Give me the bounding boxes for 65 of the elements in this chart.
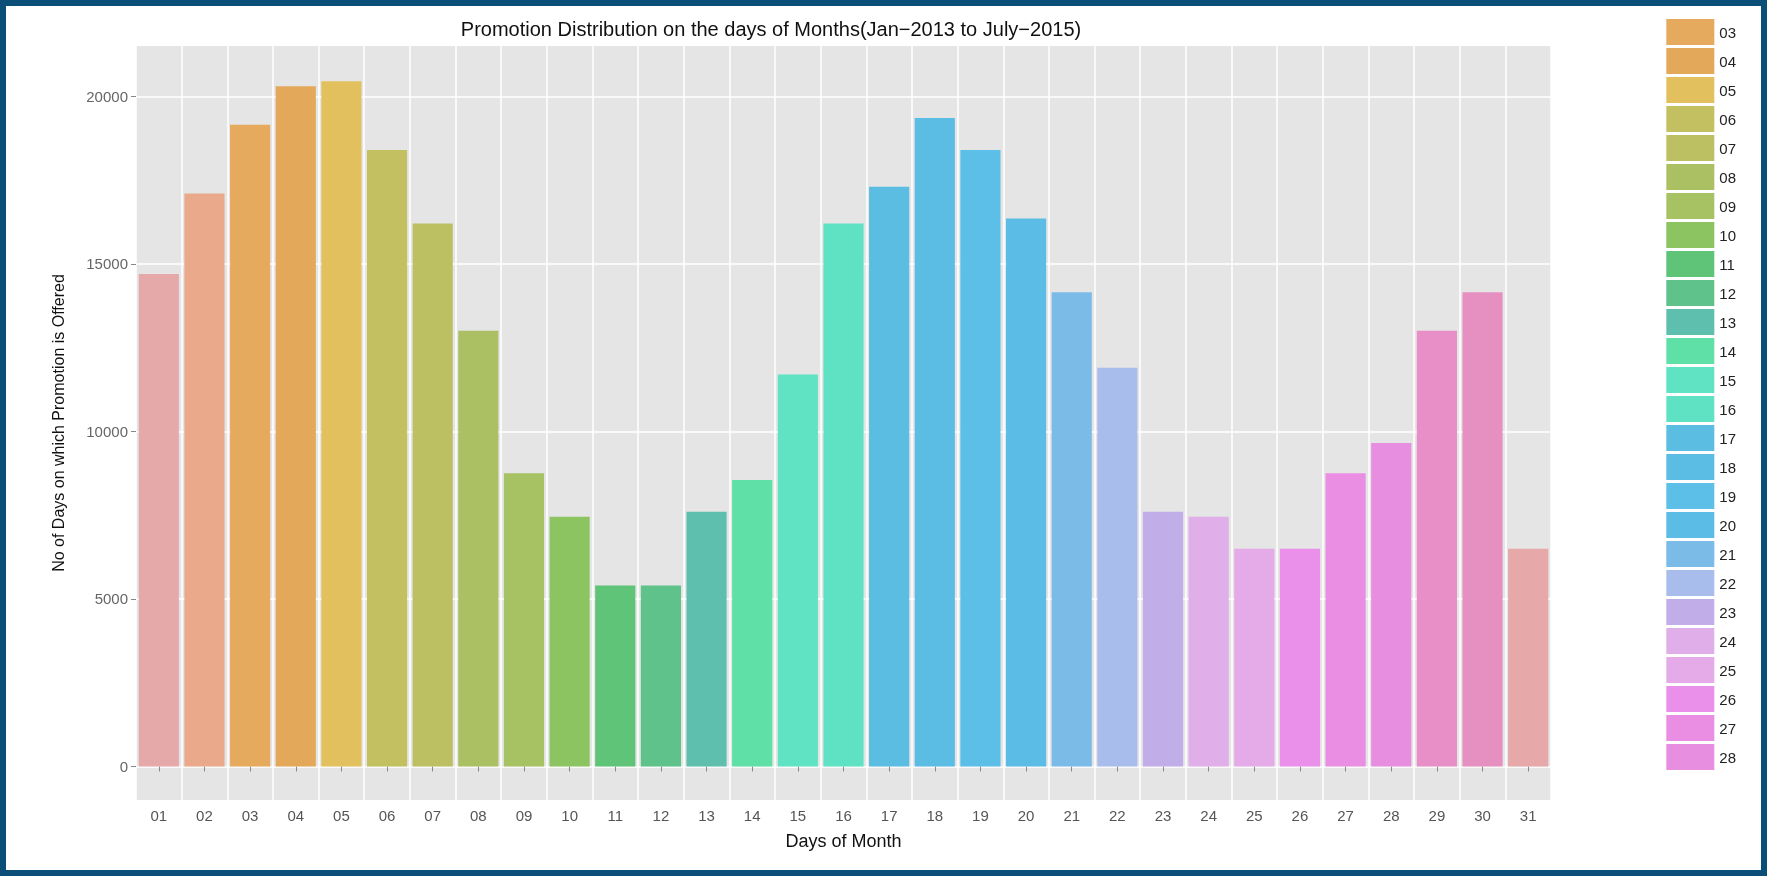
x-tick-label: 05 — [333, 807, 350, 824]
legend-label: 22 — [1719, 574, 1736, 592]
x-tick-label: 23 — [1154, 807, 1172, 824]
x-tick-label: 06 — [378, 807, 396, 824]
legend-label: 15 — [1719, 371, 1736, 389]
x-tick-label: 11 — [607, 807, 624, 824]
x-tick-label: 04 — [287, 807, 305, 824]
legend-label: 07 — [1719, 139, 1736, 157]
x-tick-label: 03 — [241, 807, 259, 824]
x-tick-label: 13 — [698, 807, 715, 824]
x-tick-label: 10 — [561, 807, 578, 824]
x-tick-label: 18 — [926, 807, 944, 824]
x-tick-label: 27 — [1337, 807, 1354, 824]
x-tick-label: 21 — [1063, 807, 1081, 824]
chart-title: Promotion Distribution on the days of Months(Jan−2013 to July−2015) — [460, 18, 1082, 40]
x-tick-label: 17 — [880, 807, 898, 824]
legend-label: 28 — [1719, 748, 1736, 766]
x-tick-label: 28 — [1382, 807, 1400, 824]
legend-label: 25 — [1719, 661, 1736, 679]
legend-label: 13 — [1719, 313, 1736, 331]
x-tick-label: 07 — [424, 807, 442, 824]
legend-label: 06 — [1719, 110, 1736, 128]
y-tick-label: 20000 — [86, 87, 128, 105]
x-tick-label: 08 — [469, 807, 487, 824]
x-tick-label: 31 — [1519, 807, 1537, 824]
legend-label: 26 — [1719, 690, 1736, 708]
x-tick-label: 30 — [1474, 807, 1491, 824]
y-tick-label: 10000 — [86, 422, 128, 440]
legend-label: 20 — [1719, 516, 1736, 534]
x-tick-label: 01 — [150, 807, 168, 824]
x-tick-label: 15 — [789, 807, 807, 824]
legend-label: 27 — [1719, 719, 1736, 737]
x-tick-label: 19 — [972, 807, 989, 824]
x-tick-label: 02 — [196, 807, 213, 824]
y-tick-label: 15000 — [86, 255, 128, 273]
legend-label: 18 — [1719, 458, 1736, 476]
legend-label: 12 — [1719, 284, 1736, 302]
x-tick-label: 20 — [1017, 807, 1035, 824]
legend-label: 21 — [1719, 545, 1736, 563]
x-tick-label: 29 — [1428, 807, 1446, 824]
x-axis-title: Days of Month — [785, 831, 902, 851]
legend-label: 17 — [1719, 429, 1736, 447]
legend-label: 08 — [1719, 168, 1736, 186]
x-tick-label: 12 — [652, 807, 670, 824]
x-tick-label: 24 — [1200, 807, 1218, 824]
x-tick-label: 22 — [1109, 807, 1126, 824]
x-tick-label: 26 — [1291, 807, 1309, 824]
legend-label: 16 — [1719, 400, 1736, 418]
legend-label: 09 — [1719, 197, 1736, 215]
x-tick-label: 09 — [515, 807, 533, 824]
x-tick-label: 14 — [743, 807, 761, 824]
legend-label: 23 — [1719, 603, 1736, 621]
x-tick-label: 16 — [835, 807, 852, 824]
legend-label: 03 — [1719, 23, 1736, 41]
legend-label: 04 — [1719, 52, 1736, 70]
legend-label: 24 — [1719, 632, 1736, 650]
legend-label: 19 — [1719, 487, 1736, 505]
y-tick-label: 0 — [119, 757, 128, 775]
y-tick-label: 5000 — [94, 590, 128, 608]
legend-label: 11 — [1719, 255, 1735, 273]
legend-label: 14 — [1719, 342, 1736, 360]
legend-label: 10 — [1719, 226, 1736, 244]
legend-label: 05 — [1719, 81, 1736, 99]
x-tick-label: 25 — [1245, 807, 1263, 824]
y-axis-title: No of Days on which Promotion is Offered — [49, 274, 67, 572]
